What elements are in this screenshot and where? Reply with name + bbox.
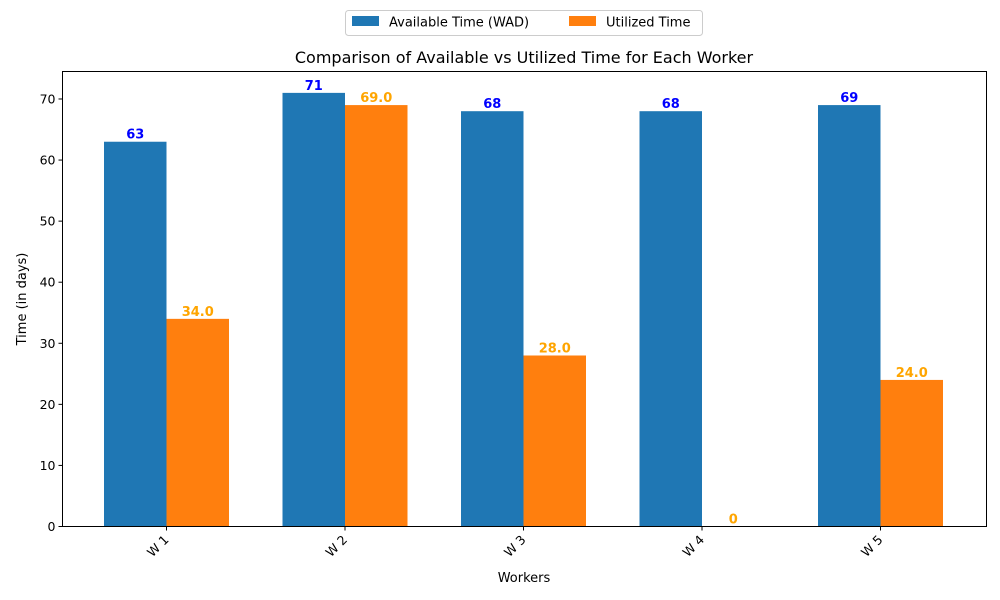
bar-label-utilized-3: 28.0 bbox=[539, 341, 571, 356]
y-tick-label-40: 40 bbox=[40, 275, 56, 290]
bar-available-1 bbox=[104, 141, 167, 527]
bar-available-5 bbox=[818, 105, 881, 527]
x-axis: W 1 W 2 W 3 W 4 W 5 bbox=[144, 526, 886, 560]
legend-swatch-available bbox=[352, 16, 379, 26]
bar-available-4 bbox=[639, 111, 702, 527]
bar-utilized-3 bbox=[523, 355, 586, 527]
y-axis-label: Time (in days) bbox=[15, 253, 30, 347]
y-tick-label-30: 30 bbox=[40, 336, 56, 351]
bars-group bbox=[104, 92, 943, 527]
x-tick-label-2: W 2 bbox=[322, 532, 350, 560]
bar-available-3 bbox=[461, 111, 524, 527]
bar-label-utilized-4: 0 bbox=[729, 513, 738, 528]
bar-label-available-4: 68 bbox=[662, 97, 680, 112]
bar-label-available-1: 63 bbox=[126, 128, 144, 143]
x-tick-label-1: W 1 bbox=[144, 532, 172, 560]
bar-utilized-5 bbox=[880, 379, 943, 527]
bar-utilized-2 bbox=[345, 105, 408, 527]
y-tick-label-60: 60 bbox=[40, 153, 56, 168]
bar-label-utilized-5: 24.0 bbox=[896, 366, 928, 381]
y-tick-label-70: 70 bbox=[40, 91, 56, 106]
y-tick-label-50: 50 bbox=[40, 214, 56, 229]
chart-title: Comparison of Available vs Utilized Time… bbox=[295, 48, 754, 67]
legend-label-utilized: Utilized Time bbox=[606, 16, 690, 31]
x-tick-label-5: W 5 bbox=[858, 532, 886, 560]
legend: Available Time (WAD) Utilized Time bbox=[345, 10, 703, 36]
x-tick-label-4: W 4 bbox=[679, 532, 707, 560]
plot-frame bbox=[62, 71, 987, 527]
bar-label-utilized-1: 34.0 bbox=[182, 305, 214, 320]
y-axis: 0 10 20 30 40 50 60 70 bbox=[40, 91, 63, 534]
y-tick-label-10: 10 bbox=[40, 458, 56, 473]
legend-frame bbox=[345, 10, 703, 36]
x-tick-label-3: W 3 bbox=[501, 532, 529, 560]
y-tick-label-0: 0 bbox=[48, 519, 56, 534]
x-axis-label: Workers bbox=[498, 571, 551, 586]
bar-available-2 bbox=[282, 92, 345, 527]
bar-label-available-2: 71 bbox=[305, 79, 323, 94]
legend-label-available: Available Time (WAD) bbox=[389, 16, 529, 31]
legend-swatch-utilized bbox=[569, 16, 596, 26]
bar-label-available-5: 69 bbox=[840, 91, 858, 106]
bar-label-available-3: 68 bbox=[483, 97, 501, 112]
bar-labels-group: 63 34.0 71 69.0 68 28.0 68 0 69 24.0 bbox=[126, 79, 928, 528]
bar-utilized-1 bbox=[166, 318, 229, 527]
bar-label-utilized-2: 69.0 bbox=[360, 91, 392, 106]
y-tick-label-20: 20 bbox=[40, 397, 56, 412]
